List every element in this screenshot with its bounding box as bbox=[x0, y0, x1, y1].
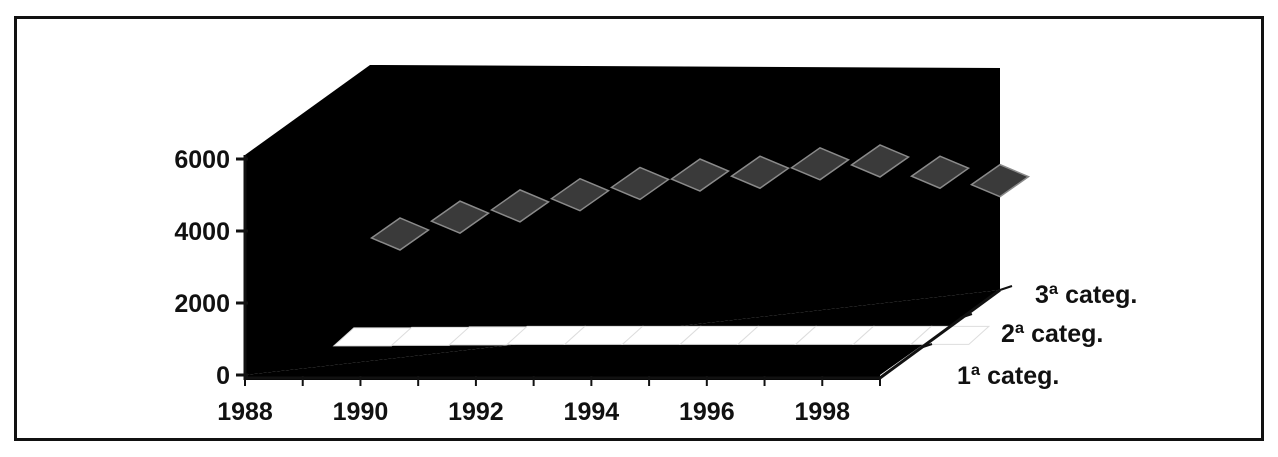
depth-axis-line bbox=[879, 288, 1001, 380]
x-tick-label: 1992 bbox=[448, 398, 504, 426]
series-3-layer bbox=[369, 144, 1031, 251]
series-label: 2ª categ. bbox=[1001, 320, 1103, 348]
series-label: 3ª categ. bbox=[1035, 281, 1137, 309]
depth-tick bbox=[919, 343, 933, 349]
x-tick-label: 1994 bbox=[564, 398, 620, 426]
y-tick-label: 0 bbox=[216, 362, 230, 390]
series-3-tile bbox=[669, 158, 731, 192]
y-tick-label: 6000 bbox=[174, 146, 230, 174]
plot-back-wall bbox=[245, 65, 1000, 375]
axes bbox=[236, 155, 1013, 386]
y-tick-label: 2000 bbox=[174, 290, 230, 318]
series-1-layer bbox=[332, 325, 991, 347]
series-3-tile bbox=[429, 200, 491, 234]
x-tick-label: 1998 bbox=[794, 398, 850, 426]
x-tick-label: 1990 bbox=[333, 398, 389, 426]
series-3-tile bbox=[729, 155, 791, 190]
depth-tick bbox=[999, 285, 1013, 291]
series-3-tile bbox=[609, 166, 671, 201]
x-tick-label: 1996 bbox=[679, 398, 735, 426]
depth-tick bbox=[959, 313, 973, 319]
series-3-tile bbox=[549, 177, 611, 212]
series-3-tile bbox=[849, 144, 911, 178]
series-3-tile bbox=[909, 155, 971, 190]
y-tick-label: 4000 bbox=[174, 218, 230, 246]
x-tick-label: 1988 bbox=[217, 398, 273, 426]
series-3-tile bbox=[369, 217, 431, 251]
series-3-tile bbox=[969, 163, 1031, 198]
series-label: 1ª categ. bbox=[957, 362, 1059, 390]
series-3-tile bbox=[789, 146, 851, 181]
axis-labels: 0 2000 4000 6000 1988 1990 1992 1994 1996 1998 1ª … bbox=[174, 146, 1137, 426]
series-3-tile bbox=[489, 189, 551, 223]
